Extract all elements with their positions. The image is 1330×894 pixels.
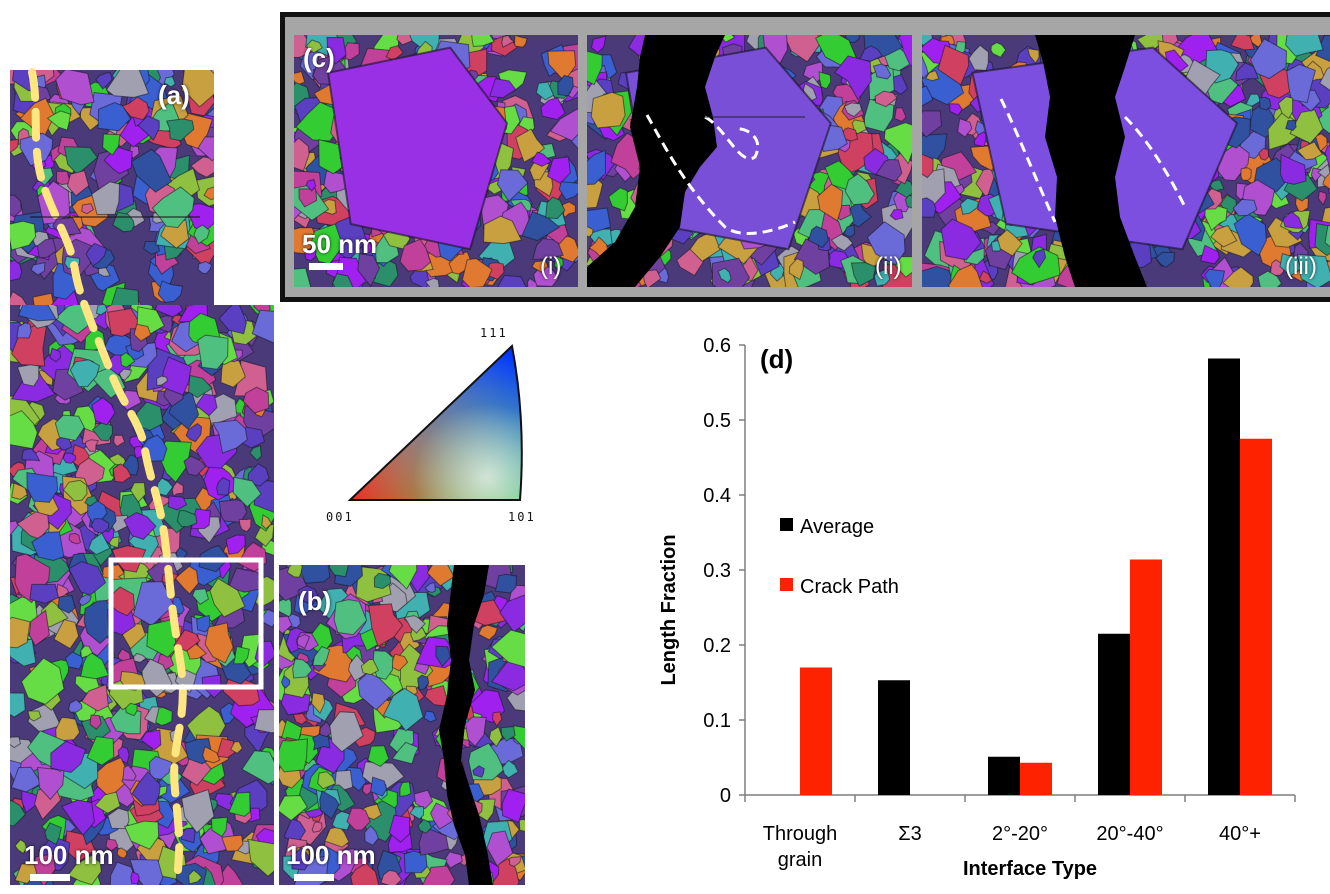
- sub-label-i: (i): [540, 253, 561, 281]
- bar-crack-path: [800, 668, 832, 796]
- bar-crack-path: [1130, 560, 1162, 796]
- panel-c-label: (c): [303, 43, 335, 74]
- panel-c-scale-bar: [309, 263, 343, 270]
- bar-average: [878, 680, 910, 795]
- panel-d-label: (d): [760, 344, 793, 374]
- x-tick-label: grain: [778, 849, 822, 871]
- y-tick-label: 0.2: [703, 635, 731, 657]
- interface-type-bar-chart: 0 0.1 0.2 0.3 0.4 0.5 0.6 Through grain Σ3 2°-20° 2…: [560, 320, 1330, 889]
- y-tick-label: 0.5: [703, 410, 731, 432]
- panel-a-scale-text: 100 nm: [24, 840, 114, 871]
- x-tick-label: Σ3: [898, 823, 922, 845]
- panel-b-scale-bar: [294, 874, 334, 881]
- ipf-label-001: 001: [326, 510, 354, 524]
- y-tick-label: 0: [720, 785, 731, 807]
- bar-average: [1098, 634, 1130, 795]
- sub-label-ii: (ii): [875, 253, 902, 281]
- panel-c-scale-text: 50 nm: [302, 229, 377, 260]
- panel-a-scale-bar: [30, 874, 70, 881]
- ipf-triangle: [340, 320, 550, 530]
- crack-trace-overlay: [0, 0, 290, 889]
- y-tick-label: 0.4: [703, 485, 731, 507]
- bar-crack-path: [1240, 439, 1272, 795]
- bar-average: [988, 757, 1020, 795]
- y-tick-label: 0.3: [703, 560, 731, 582]
- x-tick-label: 20°-40°: [1096, 823, 1163, 845]
- x-tick-label: Through: [763, 823, 838, 845]
- x-tick-label: 40°+: [1219, 823, 1261, 845]
- y-axis-label: Length Fraction: [658, 534, 680, 685]
- x-tick-label: 2°-20°: [992, 823, 1048, 845]
- panel-c-frame: (c) 50 nm (i) (ii) (iii): [280, 12, 1330, 302]
- panel-b-scale-text: 100 nm: [286, 840, 376, 871]
- bar-crack-path: [1020, 763, 1052, 795]
- y-tick-label: 0.1: [703, 710, 731, 732]
- sub-label-iii: (iii): [1285, 253, 1317, 281]
- x-axis-label: Interface Type: [963, 858, 1097, 880]
- legend-entry: Average: [800, 516, 874, 538]
- legend-swatch: [780, 578, 793, 591]
- legend-entry: Crack Path: [800, 576, 899, 598]
- bar-average: [1208, 359, 1240, 796]
- ipf-label-101: 101: [508, 510, 536, 524]
- chart-svg: 0 0.1 0.2 0.3 0.4 0.5 0.6 Through grain Σ3 2°-20° 2…: [560, 320, 1330, 889]
- panel-b-label: (b): [298, 586, 331, 617]
- legend-swatch: [780, 518, 793, 531]
- ipf-color-key: 111 001 101: [340, 320, 550, 530]
- crack-void-c: [285, 17, 1330, 307]
- panel-a-label: (a): [158, 80, 190, 111]
- y-tick-label: 0.6: [703, 335, 731, 357]
